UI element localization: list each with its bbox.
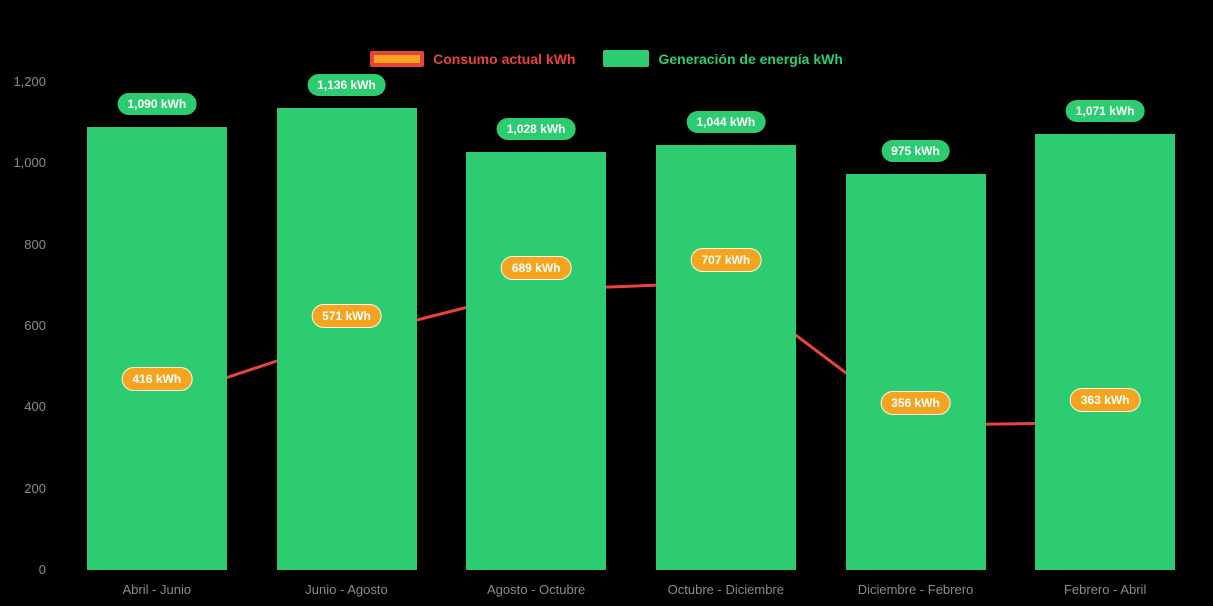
bar-value-label: 1,090 kWh <box>117 92 197 115</box>
bar-value-label: 975 kWh <box>881 139 950 162</box>
point-value-label: 416 kWh <box>121 366 193 391</box>
x-axis-category-label: Abril - Junio <box>122 582 192 597</box>
generacion-bar[interactable] <box>1035 134 1176 570</box>
generacion-swatch-icon <box>603 50 650 67</box>
x-axis-category-label: Junio - Agosto <box>305 582 388 597</box>
bar-value-label: 1,071 kWh <box>1065 100 1145 123</box>
plot-area: 1,090 kWh 1,136 kWh 1,028 kWh 1,044 kWh 975 … <box>62 74 1200 570</box>
point-value-label: 707 kWh <box>690 248 762 273</box>
y-axis-tick-label: 400 <box>24 399 46 415</box>
consumo-swatch-icon <box>370 50 425 67</box>
consumo-line-svg <box>151 277 1111 431</box>
generacion-bar[interactable] <box>466 151 607 570</box>
generacion-bar[interactable] <box>845 173 986 570</box>
legend-label-consumo: Consumo actual kWh <box>433 50 576 67</box>
x-axis-category-label: Agosto - Octubre <box>487 582 586 597</box>
y-axis-tick-label: 800 <box>24 236 46 252</box>
y-axis-tick-label: 600 <box>24 318 46 333</box>
legend-item-generacion[interactable]: Generación de energía kWh <box>603 50 843 67</box>
point-value-label: 363 kWh <box>1069 388 1141 413</box>
y-axis-tick-label: 1,200 <box>13 74 46 89</box>
legend-label-generacion: Generación de energía kWh <box>658 50 843 67</box>
bar-value-label: 1,136 kWh <box>307 74 386 97</box>
x-axis-category-label: Diciembre - Febrero <box>857 582 974 597</box>
point-value-label: 356 kWh <box>880 391 951 416</box>
point-value-label: 689 kWh <box>500 255 572 280</box>
legend-item-consumo[interactable]: Consumo actual kWh <box>370 50 576 67</box>
y-axis-tick-label: 0 <box>38 562 46 577</box>
point-value-label: 571 kWh <box>311 303 382 328</box>
x-axis-category-label: Febrero - Abril <box>1063 582 1147 597</box>
bar-value-label: 1,028 kWh <box>496 117 576 140</box>
y-axis-tick-label: 1,000 <box>13 155 46 171</box>
generacion-bar[interactable] <box>86 126 227 570</box>
x-axis-category-label: Octubre - Diciembre <box>667 582 784 597</box>
bar-value-label: 1,044 kWh <box>686 111 766 134</box>
generacion-bar[interactable] <box>655 145 796 570</box>
generacion-bar[interactable] <box>276 108 417 570</box>
y-axis-tick-label: 200 <box>24 480 46 496</box>
chart-legend: Consumo actual kWh Generación de energía… <box>0 50 1213 67</box>
